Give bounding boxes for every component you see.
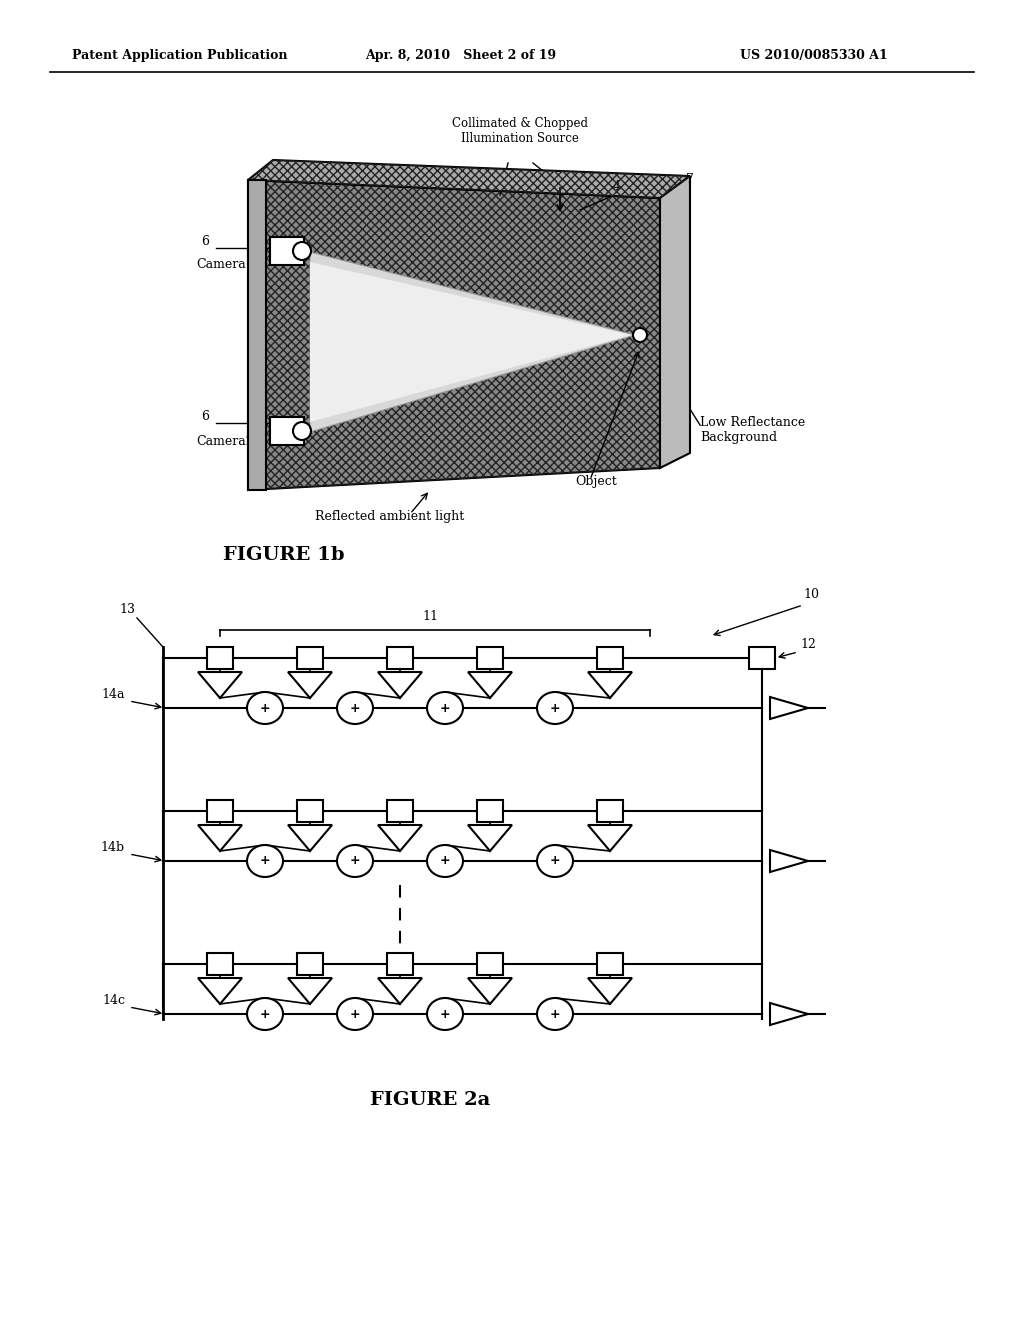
Polygon shape bbox=[288, 978, 332, 1005]
Bar bbox=[477, 800, 503, 822]
Text: +: + bbox=[439, 701, 451, 714]
Text: +: + bbox=[349, 701, 360, 714]
Text: Reflected ambient light: Reflected ambient light bbox=[315, 510, 465, 523]
Text: 14c: 14c bbox=[102, 994, 125, 1007]
Text: 12: 12 bbox=[800, 638, 816, 651]
Text: 6: 6 bbox=[201, 235, 209, 248]
Text: +: + bbox=[550, 1007, 560, 1020]
Polygon shape bbox=[378, 978, 422, 1005]
Bar bbox=[597, 647, 623, 669]
Ellipse shape bbox=[427, 998, 463, 1030]
Polygon shape bbox=[378, 825, 422, 851]
Circle shape bbox=[293, 242, 311, 260]
Bar bbox=[270, 417, 304, 445]
Text: 13: 13 bbox=[119, 603, 135, 616]
Ellipse shape bbox=[537, 692, 573, 723]
Bar bbox=[387, 953, 413, 975]
Polygon shape bbox=[198, 672, 242, 698]
Polygon shape bbox=[468, 825, 512, 851]
Ellipse shape bbox=[427, 692, 463, 723]
Text: +: + bbox=[260, 854, 270, 867]
Polygon shape bbox=[770, 697, 808, 719]
Text: +: + bbox=[550, 701, 560, 714]
Bar bbox=[207, 647, 233, 669]
Text: +: + bbox=[349, 1007, 360, 1020]
Polygon shape bbox=[770, 850, 808, 873]
Text: Camera2: Camera2 bbox=[197, 436, 254, 447]
Polygon shape bbox=[770, 1003, 808, 1026]
Text: 4: 4 bbox=[613, 180, 621, 193]
Text: 14a: 14a bbox=[101, 688, 125, 701]
Bar bbox=[597, 953, 623, 975]
Text: Object: Object bbox=[575, 475, 616, 488]
Text: Low Reflectance
Background: Low Reflectance Background bbox=[700, 416, 805, 444]
Ellipse shape bbox=[337, 692, 373, 723]
Text: US 2010/0085330 A1: US 2010/0085330 A1 bbox=[740, 49, 888, 62]
Text: +: + bbox=[260, 701, 270, 714]
Polygon shape bbox=[248, 160, 690, 198]
Polygon shape bbox=[588, 978, 632, 1005]
Text: +: + bbox=[349, 854, 360, 867]
Bar bbox=[207, 953, 233, 975]
Ellipse shape bbox=[427, 845, 463, 876]
Polygon shape bbox=[468, 672, 512, 698]
Text: Patent Application Publication: Patent Application Publication bbox=[72, 49, 288, 62]
Bar bbox=[207, 800, 233, 822]
Ellipse shape bbox=[247, 692, 283, 723]
Text: +: + bbox=[550, 854, 560, 867]
Polygon shape bbox=[248, 180, 266, 490]
Ellipse shape bbox=[337, 845, 373, 876]
Polygon shape bbox=[310, 252, 635, 432]
Bar bbox=[387, 647, 413, 669]
Polygon shape bbox=[310, 261, 632, 422]
Text: +: + bbox=[439, 1007, 451, 1020]
Polygon shape bbox=[288, 825, 332, 851]
Ellipse shape bbox=[337, 998, 373, 1030]
Bar bbox=[477, 953, 503, 975]
Text: Collimated & Chopped
Illumination Source: Collimated & Chopped Illumination Source bbox=[452, 117, 588, 145]
Text: 14b: 14b bbox=[101, 841, 125, 854]
Polygon shape bbox=[588, 672, 632, 698]
Bar bbox=[297, 647, 323, 669]
Circle shape bbox=[293, 422, 311, 440]
Bar bbox=[597, 800, 623, 822]
Text: Apr. 8, 2010   Sheet 2 of 19: Apr. 8, 2010 Sheet 2 of 19 bbox=[365, 49, 556, 62]
Text: +: + bbox=[439, 854, 451, 867]
Text: FIGURE 2a: FIGURE 2a bbox=[370, 1092, 490, 1109]
Bar bbox=[297, 800, 323, 822]
Circle shape bbox=[633, 327, 647, 342]
Bar bbox=[387, 800, 413, 822]
Ellipse shape bbox=[537, 845, 573, 876]
Bar bbox=[270, 238, 304, 265]
Text: FIGURE 1b: FIGURE 1b bbox=[223, 546, 344, 564]
Ellipse shape bbox=[537, 998, 573, 1030]
Bar bbox=[297, 953, 323, 975]
Text: +: + bbox=[260, 1007, 270, 1020]
Polygon shape bbox=[248, 180, 660, 490]
Text: 11: 11 bbox=[422, 610, 438, 623]
Polygon shape bbox=[288, 672, 332, 698]
Polygon shape bbox=[198, 825, 242, 851]
Polygon shape bbox=[468, 978, 512, 1005]
Text: Camera1: Camera1 bbox=[197, 257, 254, 271]
Polygon shape bbox=[588, 825, 632, 851]
Text: 10: 10 bbox=[803, 587, 819, 601]
Text: 7: 7 bbox=[686, 173, 694, 186]
Bar bbox=[477, 647, 503, 669]
Polygon shape bbox=[378, 672, 422, 698]
Polygon shape bbox=[198, 978, 242, 1005]
Polygon shape bbox=[660, 176, 690, 469]
Text: 6: 6 bbox=[201, 411, 209, 422]
Ellipse shape bbox=[247, 998, 283, 1030]
Bar bbox=[749, 647, 775, 669]
Ellipse shape bbox=[247, 845, 283, 876]
